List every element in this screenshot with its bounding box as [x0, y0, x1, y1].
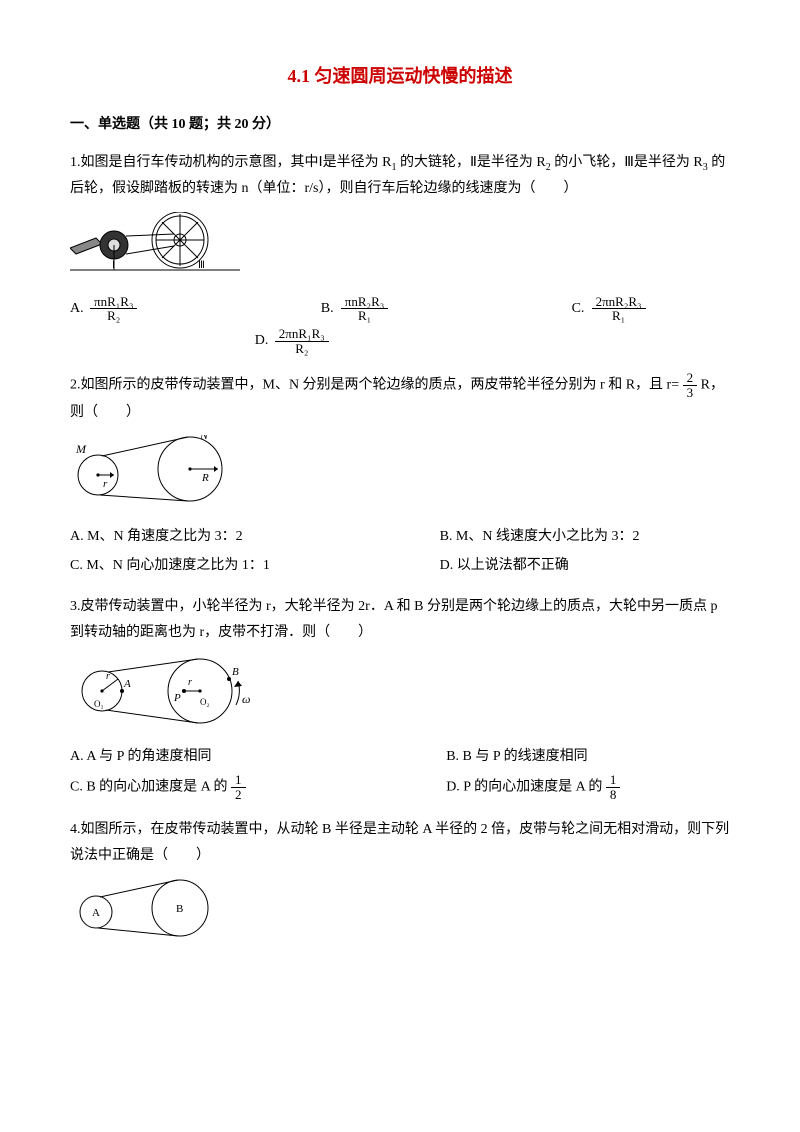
title-text: 4.1 匀速圆周运动快慢的描述: [288, 66, 513, 86]
q3-opt-a: A. A 与 P 的角速度相同: [70, 742, 446, 771]
q1-opt-b: B.πnR₂R₃R₁: [321, 293, 572, 325]
svg-text:B: B: [176, 903, 183, 915]
svg-text:O₁: O₁: [94, 699, 104, 709]
q3-d-pre: D. P 的向心加速度是 A 的: [446, 779, 606, 794]
svg-text:B: B: [232, 666, 239, 678]
q4-stem: 4.如图所示，在皮带传动装置中，从动轮 B 半径是主动轮 A 半径的 2 倍，皮…: [70, 817, 730, 867]
q2-r-label: r: [103, 478, 108, 490]
section-header: 一、单选题（共 10 题；共 20 分）: [70, 112, 730, 137]
q3-opt-b: B. B 与 P 的线速度相同: [446, 742, 730, 771]
q1-part-c: 的小飞轮，Ⅲ是半径为 R: [551, 155, 703, 170]
q3-figure: r r A B P O₁ O₂ ω: [70, 655, 730, 734]
svg-text:Ⅰ: Ⅰ: [112, 260, 115, 271]
q1-opt-c: C.2πnR₂R₃R₁: [572, 293, 730, 325]
q2-part-a: 2.如图所示的皮带传动装置中，M、N 分别是两个轮边缘的质点，两皮带轮半径分别为…: [70, 378, 679, 393]
q2-opt-b: B. M、N 线速度大小之比为 3：2: [440, 522, 730, 551]
svg-text:O₂: O₂: [200, 697, 210, 707]
q1-stem: 1.如图是自行车传动机构的示意图，其中Ⅰ是半径为 R1 的大链轮，Ⅱ是半径为 R…: [70, 150, 730, 202]
q3-options: A. A 与 P 的角速度相同 B. B 与 P 的线速度相同 C. B 的向心…: [70, 742, 730, 803]
q1-options: A.πnR₁R₃R₂ B.πnR₂R₃R₁ C.2πnR₂R₃R₁ D.2πnR…: [70, 293, 730, 358]
q2-figure: M N r R: [70, 435, 730, 514]
q2-stem: 2.如图所示的皮带传动装置中，M、N 分别是两个轮边缘的质点，两皮带轮半径分别为…: [70, 371, 730, 424]
q2-options: A. M、N 角速度之比为 3：2 B. M、N 线速度大小之比为 3：2 C.…: [70, 522, 730, 580]
q2-R-label: R: [201, 472, 209, 484]
q1-opt-d: D.2πnR₁R₃R₂: [255, 325, 506, 357]
q2-opt-d: D. 以上说法都不正确: [440, 551, 730, 580]
svg-text:r: r: [188, 677, 192, 688]
q1-part-b: 的大链轮，Ⅱ是半径为 R: [396, 155, 545, 170]
svg-text:A: A: [92, 907, 100, 919]
svg-text:ω: ω: [242, 692, 250, 706]
q2-opt-a: A. M、N 角速度之比为 3：2: [70, 522, 440, 551]
q4-figure: A B: [70, 878, 730, 949]
q1-figure: Ⅰ Ⅲ: [70, 212, 730, 285]
svg-text:A: A: [123, 678, 131, 690]
svg-text:P: P: [173, 692, 181, 704]
q2-N-label: N: [199, 435, 209, 442]
q1-part-a: 1.如图是自行车传动机构的示意图，其中Ⅰ是半径为 R: [70, 155, 391, 170]
q1-opt-a: A.πnR₁R₃R₂: [70, 293, 321, 325]
q3-stem: 3.皮带传动装置中，小轮半径为 r，大轮半径为 2r．A 和 B 分别是两个轮边…: [70, 594, 730, 644]
q2-opt-c: C. M、N 向心加速度之比为 1：1: [70, 551, 440, 580]
q3-opt-d: D. P 的向心加速度是 A 的 18: [446, 771, 730, 803]
page-title: 4.1 匀速圆周运动快慢的描述: [70, 60, 730, 92]
svg-text:r: r: [106, 671, 110, 682]
q2-M-label: M: [75, 442, 87, 456]
q3-c-pre: C. B 的向心加速度是 A 的: [70, 779, 231, 794]
svg-text:Ⅲ: Ⅲ: [198, 260, 205, 271]
q3-opt-c: C. B 的向心加速度是 A 的 12: [70, 771, 446, 803]
q2-frac: 23: [683, 371, 698, 399]
